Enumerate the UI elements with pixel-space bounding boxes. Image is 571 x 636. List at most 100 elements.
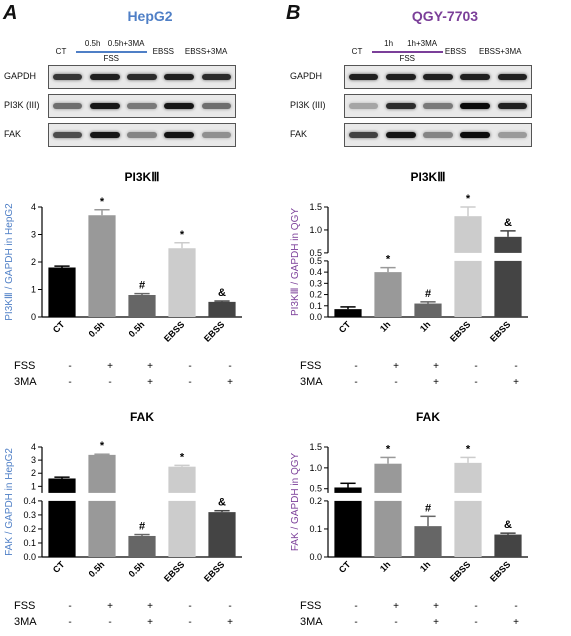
lane-label: CT (351, 47, 363, 56)
ma-row-label: 3MA (14, 616, 37, 628)
fss-condition: - (68, 361, 71, 372)
significance-mark: * (466, 443, 471, 455)
blot-band (164, 74, 195, 80)
bar (494, 236, 522, 317)
significance-mark: # (425, 288, 431, 300)
ma-condition: - (68, 377, 71, 388)
x-tick-label: 1h (378, 559, 393, 574)
ma-condition: - (474, 377, 477, 388)
y-tick-label: 3 (31, 455, 36, 465)
ma-condition: + (227, 377, 233, 388)
x-tick-label: EBSS (202, 559, 226, 583)
y-tick-label: 2 (31, 257, 36, 267)
y-tick-label: 0.0 (309, 312, 322, 322)
fss-condition: + (393, 361, 399, 372)
bar (168, 248, 196, 317)
y-tick-label: 0.5 (309, 484, 322, 494)
fss-condition: - (514, 361, 517, 372)
lane-label: EBSS (444, 47, 467, 56)
fss-row-label: FSS (300, 360, 321, 372)
ma-condition: + (227, 617, 233, 628)
y-tick-label: 4 (31, 442, 36, 452)
ma-condition: - (394, 377, 397, 388)
ma-condition: - (108, 377, 111, 388)
western-blot-hepg2: CT 0.5h 0.5h+3MA EBSS EBSS+3MA FSS GAPDH PI3K (… (0, 35, 285, 155)
bar (454, 462, 482, 557)
blot-band (423, 74, 453, 80)
fss-condition: - (354, 361, 357, 372)
bar (208, 512, 236, 557)
x-tick-label: CT (337, 559, 353, 575)
fss-condition: + (147, 601, 153, 612)
fss-condition: + (107, 361, 113, 372)
ma-row-label: 3MA (300, 616, 323, 628)
blot-row-label: GAPDH (4, 71, 37, 81)
fss-condition: + (147, 361, 153, 372)
ma-condition: - (68, 617, 71, 628)
fss-group-label: FSS (399, 54, 416, 63)
fss-row-label: FSS (300, 600, 321, 612)
y-tick-label: 0.2 (309, 496, 322, 506)
panel-b-cell-title: QGY-7703 (411, 8, 479, 24)
blot-band (497, 103, 528, 109)
axis-break-gap (167, 492, 197, 501)
chart-pi3k-hepg2: PI3KⅢ PI3KⅢ / GAPDH in HepG2 0 1 2 3 4 CT - - * 0.5… (4, 170, 242, 388)
significance-mark: # (139, 280, 145, 292)
panel-a-letter: A (3, 2, 18, 24)
significance-mark: & (218, 287, 226, 299)
blot-band (497, 74, 528, 80)
ma-condition: + (433, 617, 439, 628)
western-blot-qgy7703: CT 1h 1h+3MA EBSS EBSS+3MA FSS GAPDH PI3K (III)… (286, 35, 571, 155)
blot-band (89, 74, 120, 80)
ma-condition: + (147, 377, 153, 388)
x-tick-label: EBSS (162, 559, 186, 583)
y-tick-label: 1 (31, 481, 36, 491)
ma-row-label: 3MA (300, 376, 323, 388)
lane-label: CT (55, 47, 67, 56)
blot-band (164, 132, 195, 138)
chart-title: PI3KⅢ (125, 170, 160, 184)
blot-band (89, 103, 120, 109)
y-tick-label: 1.0 (309, 463, 322, 473)
significance-mark: # (139, 521, 145, 533)
y-tick-label: 2 (31, 468, 36, 478)
ma-condition: + (513, 377, 519, 388)
x-tick-label: EBSS (448, 319, 472, 343)
y-axis-label: FAK / GAPDH in QGY (290, 452, 301, 551)
fss-group-line (75, 51, 147, 53)
blot-strip (344, 123, 532, 147)
fss-group-label: FSS (103, 54, 120, 63)
y-tick-label: 4 (31, 202, 36, 212)
ma-condition: - (108, 617, 111, 628)
chart-fak-hepg2: FAK FAK / GAPDH in HepG2 0.0 0.1 0.2 0.3 0.4 1 2… (4, 410, 242, 628)
blot-band (348, 74, 379, 80)
significance-mark: * (466, 193, 471, 205)
ma-condition: - (188, 377, 191, 388)
panel-b-letter: B (286, 2, 301, 24)
y-tick-label: 0.2 (309, 290, 322, 300)
y-axis-label: PI3KⅢ / GAPDH in HepG2 (4, 203, 15, 321)
x-tick-label: CT (51, 319, 67, 335)
axis-break-gap (47, 492, 77, 501)
ma-condition: + (433, 377, 439, 388)
bar (48, 478, 76, 557)
blot-band (52, 103, 83, 109)
blot-band (201, 132, 232, 138)
blot-band (348, 132, 379, 138)
significance-mark: # (425, 502, 431, 514)
bar (454, 216, 482, 317)
blot-band (385, 103, 416, 109)
chart-title: FAK (416, 410, 440, 424)
bar (168, 466, 196, 557)
bar (88, 215, 116, 317)
axis-break-gap (453, 252, 483, 261)
x-tick-label: CT (337, 319, 353, 335)
fss-condition: + (433, 601, 439, 612)
y-tick-label: 0.4 (23, 496, 36, 506)
fss-condition: + (107, 601, 113, 612)
blot-band (348, 103, 379, 109)
fss-condition: - (474, 601, 477, 612)
blot-band (201, 74, 232, 80)
blot-band (460, 74, 491, 80)
blot-band (423, 103, 453, 109)
